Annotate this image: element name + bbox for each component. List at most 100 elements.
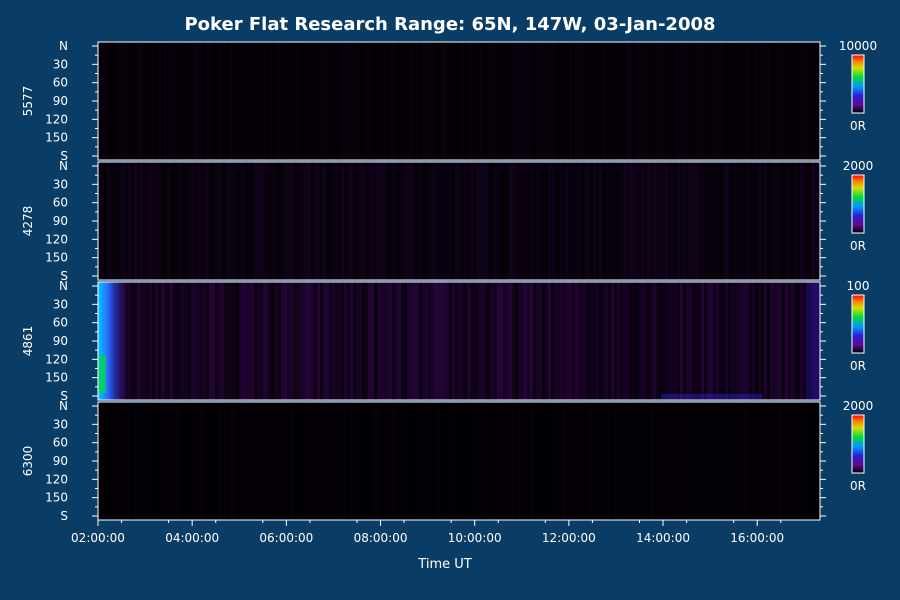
panel-5577: N 30 60 90 120 150 S 5577 10000 0R [21,39,877,163]
intensity-streak [344,282,347,400]
intensity-streak [752,42,755,160]
intensity-streak [587,162,590,280]
intensity-streak [683,42,686,160]
intensity-streak [257,42,260,160]
intensity-streak [578,402,581,520]
colorbar [851,414,865,474]
intensity-streak [389,282,392,400]
intensity-streak [764,282,767,400]
intensity-streak [518,42,521,160]
intensity-streak [296,282,299,400]
intensity-streak [284,282,287,400]
colorbar-max-label: 10000 [839,39,877,53]
intensity-streak [458,42,461,160]
intensity-streak [191,402,194,520]
intensity-streak [710,162,713,280]
intensity-streak [137,42,140,160]
intensity-streak [191,282,194,400]
intensity-streak [815,42,818,160]
intensity-streak [665,402,668,520]
intensity-streak [260,42,263,160]
intensity-streak [245,282,248,400]
intensity-streak [659,42,662,160]
intensity-streak [812,162,815,280]
intensity-streak [251,42,254,160]
y-tick-label: 30 [53,177,68,191]
intensity-streak [326,162,329,280]
intensity-streak [422,402,425,520]
intensity-streak [728,282,731,400]
intensity-streak [308,42,311,160]
intensity-streak [785,402,788,520]
intensity-streak [767,402,770,520]
intensity-streak [203,402,206,520]
intensity-streak [104,162,107,280]
colorbar-min-label: 0R [850,359,866,373]
intensity-streak [260,402,263,520]
intensity-streak [218,42,221,160]
intensity-streak [575,282,578,400]
intensity-streak [755,162,758,280]
intensity-streak [350,282,353,400]
intensity-streak [620,42,623,160]
intensity-streak [623,42,626,160]
intensity-streak [701,402,704,520]
intensity-streak [710,402,713,520]
intensity-streak [395,402,398,520]
intensity-streak [386,402,389,520]
intensity-streak [359,282,362,400]
intensity-streak [503,162,506,280]
intensity-streak [572,282,575,400]
intensity-streak [440,402,443,520]
intensity-streak [119,162,122,280]
intensity-streak [482,282,485,400]
intensity-streak [353,282,356,400]
intensity-streak [695,162,698,280]
intensity-streak [251,402,254,520]
intensity-streak [323,402,326,520]
intensity-streak [125,402,128,520]
intensity-streak [506,162,509,280]
intensity-streak [641,42,644,160]
wavelength-label: 5577 [21,86,35,117]
colorbar [851,294,865,354]
intensity-streak [110,162,113,280]
intensity-streak [593,162,596,280]
intensity-streak [662,42,665,160]
intensity-streak [434,42,437,160]
intensity-streak [410,402,413,520]
intensity-streak [485,42,488,160]
intensity-streak [779,402,782,520]
intensity-streak [662,282,665,400]
intensity-streak [407,282,410,400]
intensity-streak [404,42,407,160]
intensity-streak [134,402,137,520]
intensity-streak [461,162,464,280]
intensity-streak [788,162,791,280]
intensity-streak [167,162,170,280]
intensity-streak [287,162,290,280]
intensity-streak [134,162,137,280]
intensity-streak [419,402,422,520]
intensity-streak [218,402,221,520]
y-tick-label: 30 [53,57,68,71]
intensity-streak [794,162,797,280]
intensity-streak [368,282,371,400]
intensity-streak [272,402,275,520]
intensity-streak [185,162,188,280]
intensity-streak [305,402,308,520]
intensity-streak [593,402,596,520]
intensity-streak [590,42,593,160]
intensity-streak [797,402,800,520]
intensity-streak [719,42,722,160]
intensity-streak [101,42,104,160]
intensity-streak [629,402,632,520]
intensity-streak [299,42,302,160]
intensity-streak [125,42,128,160]
intensity-streak [470,402,473,520]
intensity-streak [470,282,473,400]
intensity-streak [416,162,419,280]
intensity-streak [812,282,815,400]
intensity-streak [203,42,206,160]
intensity-streak [458,162,461,280]
